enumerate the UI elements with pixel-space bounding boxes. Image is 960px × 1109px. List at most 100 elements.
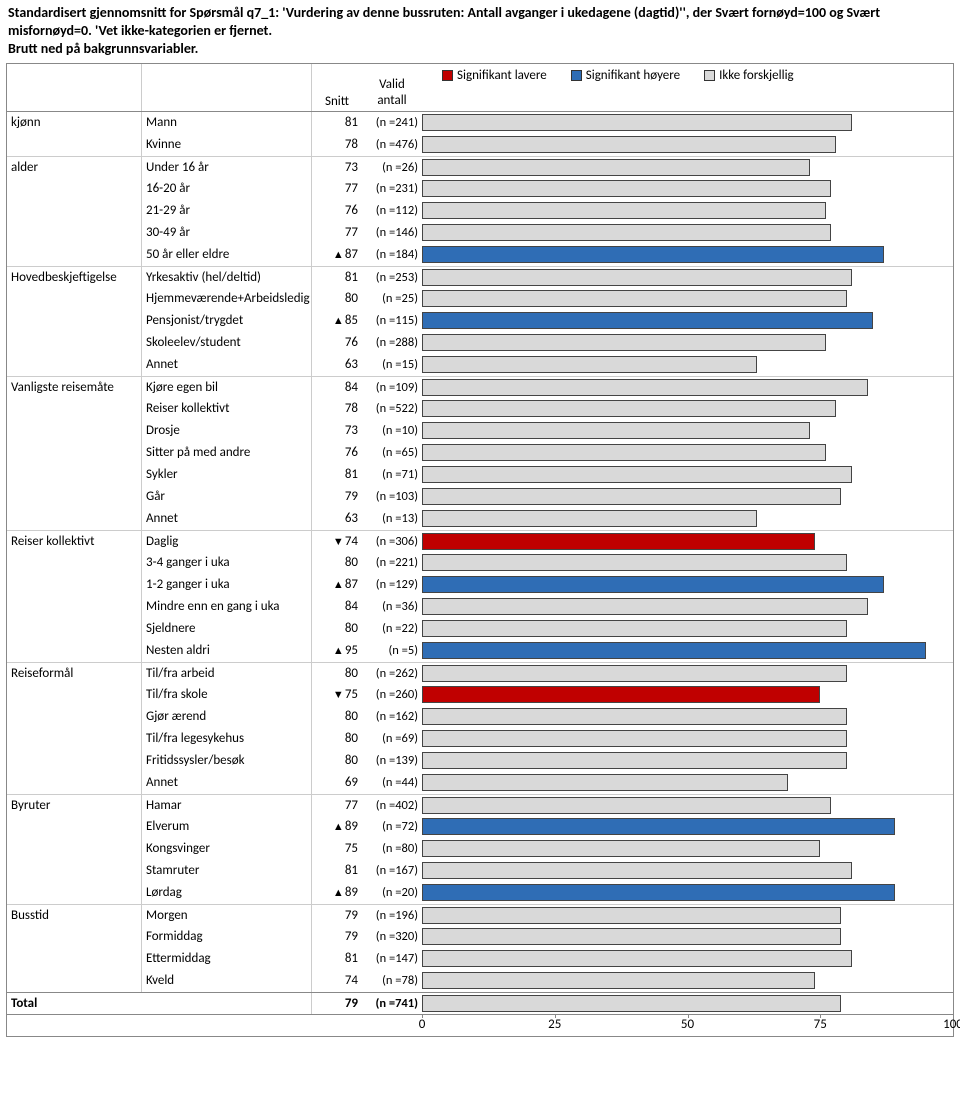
valid-n: (n =22): [362, 618, 422, 640]
valid-n: (n =65): [362, 442, 422, 464]
valid-n: (n =231): [362, 178, 422, 200]
valid-n: (n =184): [362, 244, 422, 266]
legend-same-label: Ikke forskjellig: [719, 68, 794, 83]
data-row: Vanligste reisemåteKjøre egen bil84(n =1…: [7, 376, 953, 398]
snitt-value: ▲87: [312, 244, 362, 266]
snitt-value: 80: [312, 618, 362, 640]
group-label: kjønn: [7, 112, 142, 134]
legend-swatch-higher: [571, 70, 582, 81]
data-row: Sykler81(n =71): [7, 464, 953, 486]
snitt-value: 77: [312, 178, 362, 200]
group-label: [7, 574, 142, 596]
category-label: Fritidssysler/besøk: [142, 750, 312, 772]
category-label: Morgen: [142, 905, 312, 926]
data-row: 50 år eller eldre▲87(n =184): [7, 244, 953, 266]
valid-n: (n =69): [362, 728, 422, 750]
data-row: Annet69(n =44): [7, 772, 953, 794]
group-label: [7, 508, 142, 530]
chart-title: Standardisert gjennomsnitt for Spørsmål …: [0, 0, 960, 61]
valid-n: (n =306): [362, 531, 422, 552]
group-label: [7, 750, 142, 772]
snitt-value: 81: [312, 267, 362, 288]
group-label: alder: [7, 157, 142, 178]
valid-n: (n =221): [362, 552, 422, 574]
header-row: Snitt Validantall Signifikant lavere Sig…: [7, 64, 953, 112]
snitt-value: 75: [312, 838, 362, 860]
legend-swatch-same: [704, 70, 715, 81]
data-row: Reiser kollektivt78(n =522): [7, 398, 953, 420]
snitt-value: 76: [312, 442, 362, 464]
header-snitt: Snitt: [312, 64, 362, 111]
group-label: [7, 178, 142, 200]
valid-n: (n =115): [362, 310, 422, 332]
bar: [422, 510, 757, 527]
bar: [422, 620, 847, 637]
group-label: Reiser kollektivt: [7, 531, 142, 552]
valid-n: (n =260): [362, 684, 422, 706]
bar: [422, 884, 895, 901]
legend-higher-label: Signifikant høyere: [586, 68, 680, 83]
bar: [422, 379, 868, 396]
bar: [422, 180, 831, 197]
valid-n: (n =522): [362, 398, 422, 420]
bar: [422, 444, 826, 461]
snitt-value: 80: [312, 728, 362, 750]
valid-n: (n =241): [362, 112, 422, 134]
axis-tick: 25: [548, 1017, 561, 1032]
category-label: Elverum: [142, 816, 312, 838]
data-row: Annet63(n =13): [7, 508, 953, 530]
category-label: Til/fra arbeid: [142, 663, 312, 684]
valid-n: (n =146): [362, 222, 422, 244]
valid-n: (n =10): [362, 420, 422, 442]
valid-n: (n =129): [362, 574, 422, 596]
snitt-value: 69: [312, 772, 362, 794]
group-label: [7, 860, 142, 882]
category-label: Går: [142, 486, 312, 508]
valid-n: (n =139): [362, 750, 422, 772]
data-row: 30-49 år77(n =146): [7, 222, 953, 244]
bar: [422, 136, 836, 153]
data-row: kjønnMann81(n =241): [7, 112, 953, 134]
snitt-value: 81: [312, 948, 362, 970]
group-label: Hovedbeskjeftigelse: [7, 267, 142, 288]
group-label: [7, 816, 142, 838]
group-label: Vanligste reisemåte: [7, 377, 142, 398]
valid-n: (n =402): [362, 795, 422, 816]
data-row: Hjemmeværende+Arbeidsledig80(n =25): [7, 288, 953, 310]
category-label: Annet: [142, 508, 312, 530]
category-label: Daglig: [142, 531, 312, 552]
category-label: Sjeldnere: [142, 618, 312, 640]
data-row: BusstidMorgen79(n =196): [7, 904, 953, 926]
category-label: Reiser kollektivt: [142, 398, 312, 420]
valid-n: (n =253): [362, 267, 422, 288]
category-label: Yrkesaktiv (hel/deltid): [142, 267, 312, 288]
bar: [422, 246, 884, 263]
valid-n: (n =147): [362, 948, 422, 970]
valid-n: (n =26): [362, 157, 422, 178]
data-row: 21-29 år76(n =112): [7, 200, 953, 222]
bar: [422, 269, 852, 286]
data-row: ByruterHamar77(n =402): [7, 794, 953, 816]
bar: [422, 202, 826, 219]
bar: [422, 862, 852, 879]
snitt-value: 80: [312, 663, 362, 684]
bar: [422, 576, 884, 593]
snitt-value: ▼74: [312, 531, 362, 552]
snitt-value: 78: [312, 134, 362, 156]
legend-same: Ikke forskjellig: [704, 68, 794, 83]
group-label: [7, 288, 142, 310]
snitt-value: 80: [312, 706, 362, 728]
data-row: Gjør ærend80(n =162): [7, 706, 953, 728]
data-row: Går79(n =103): [7, 486, 953, 508]
x-axis: 0255075100: [7, 1014, 953, 1036]
group-label: [7, 420, 142, 442]
data-row: Sjeldnere80(n =22): [7, 618, 953, 640]
bar: [422, 466, 852, 483]
snitt-value: ▲95: [312, 640, 362, 662]
group-label: [7, 882, 142, 904]
data-row: Lørdag▲89(n =20): [7, 882, 953, 904]
valid-n: (n =476): [362, 134, 422, 156]
category-label: Til/fra skole: [142, 684, 312, 706]
category-label: Lørdag: [142, 882, 312, 904]
category-label: Sykler: [142, 464, 312, 486]
